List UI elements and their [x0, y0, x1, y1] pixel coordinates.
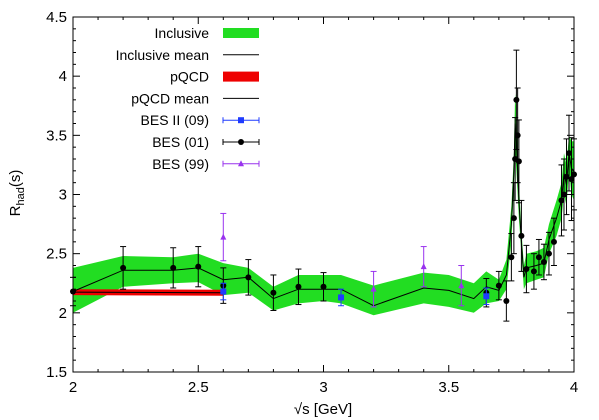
x-tick-label: 2 [69, 379, 77, 396]
bes-01-point [495, 282, 502, 289]
bes-01-point [508, 254, 515, 261]
axes: 2 2.5 3 3.5 41.522.533.544.5 [46, 9, 578, 396]
y-axis-title: Rhad(s) [7, 170, 27, 217]
y-tick-label: 4 [59, 68, 67, 85]
legend-marker-bes_01 [238, 139, 244, 145]
bes-01-point [514, 132, 521, 139]
bes-01-point [515, 158, 522, 165]
bes-01-point [565, 150, 572, 157]
bes-99-point [220, 233, 227, 240]
y-tick-label: 2 [59, 305, 67, 322]
bes-01-point [560, 191, 567, 198]
bes2-09-point [220, 288, 227, 295]
bes-01-point [120, 264, 127, 271]
bes-99-point [420, 263, 427, 270]
x-tick-label: 3 [319, 379, 327, 396]
bes2-09-series [220, 282, 490, 307]
y-axis-title-main: R [7, 205, 24, 216]
bes-01-point [523, 266, 530, 273]
bes-01-point [550, 238, 557, 245]
legend: Inclusive Inclusive mean pQCD pQCD mean BES … [116, 25, 260, 172]
legend-label-bes2_09: BES II (09) [141, 112, 209, 128]
bes-01-point [540, 258, 547, 265]
bes-01-point [535, 254, 542, 261]
bes2-09-point [338, 294, 345, 301]
legend-label-bes_99: BES (99) [152, 156, 209, 172]
x-axis-title: √s [GeV] [294, 401, 352, 418]
bes-99-series [220, 212, 465, 308]
y-tick-label: 2.5 [46, 246, 67, 263]
bes-01-point [295, 283, 302, 290]
bes-01-point [568, 176, 575, 183]
bes-01-point [545, 250, 552, 257]
legend-label-inclusive: Inclusive [155, 25, 210, 41]
legend-label-bes_01: BES (01) [152, 134, 209, 150]
bes-01-point [558, 197, 565, 204]
x-tick-label: 3.5 [438, 379, 459, 396]
bes-01-point [563, 173, 570, 180]
bes-99-point [458, 282, 465, 289]
legend-label-pqcd_mean: pQCD mean [131, 90, 209, 106]
bes-01-point [518, 232, 525, 239]
pqcd-mean-line [72, 291, 224, 294]
y-tick-label: 1.5 [46, 364, 67, 381]
bes-01-point [510, 215, 517, 222]
x-tick-label: 2.5 [188, 379, 209, 396]
bes-99-point [370, 285, 377, 292]
bes-01-point [513, 96, 520, 103]
bes2-09-point [483, 293, 490, 300]
bes-01-point [270, 289, 277, 296]
bes-01-point [170, 264, 177, 271]
y-tick-label: 3.5 [46, 127, 67, 144]
y-tick-label: 3 [59, 187, 67, 204]
legend-label-inclusive_mean: Inclusive mean [116, 47, 209, 63]
y-axis-title-suffix: (s) [7, 170, 24, 188]
bes-01-point [195, 263, 202, 270]
y-tick-label: 4.5 [46, 9, 67, 26]
bes-01-point [530, 268, 537, 275]
y-axis-title-sub: had [15, 187, 27, 205]
plot-area [70, 49, 577, 322]
legend-marker-bes_99 [238, 160, 244, 167]
legend-label-pqcd: pQCD [170, 69, 209, 85]
inclusive-mean-line [72, 123, 575, 307]
bes-01-point [245, 274, 252, 281]
bes-01-point [503, 298, 510, 304]
legend-swatch-pqcd [223, 71, 259, 82]
x-tick-label: 4 [570, 379, 578, 396]
legend-marker-bes2_09 [238, 117, 244, 124]
bes-01-point [320, 283, 327, 290]
legend-swatch-inclusive [223, 28, 259, 38]
